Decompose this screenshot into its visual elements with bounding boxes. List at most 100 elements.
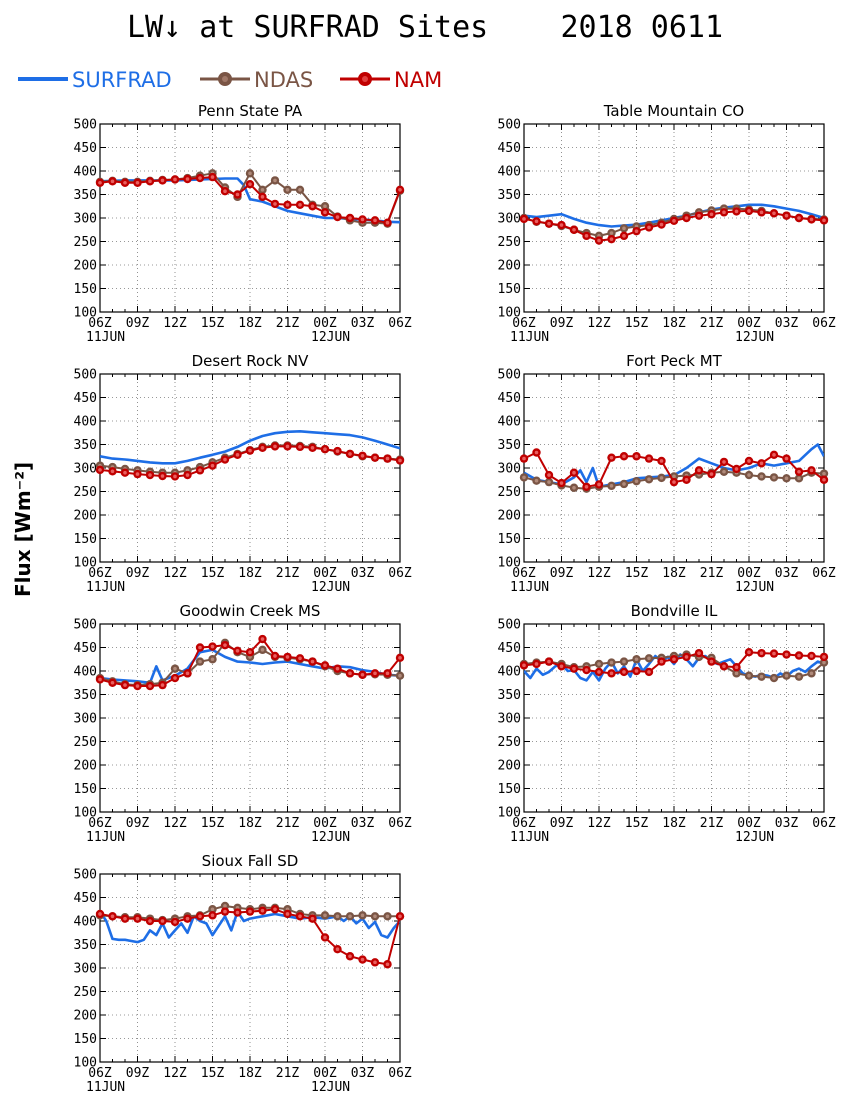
y-tick-label: 100 <box>74 556 97 571</box>
data-point-core <box>522 217 526 221</box>
x-tick-label: 12Z <box>163 1066 187 1081</box>
y-tick-label: 250 <box>74 735 97 750</box>
y-tick-label: 200 <box>74 259 97 274</box>
x-tick-label: 03Z <box>351 816 375 831</box>
y-tick-label: 250 <box>74 485 97 500</box>
data-point-core <box>572 485 576 490</box>
data-point-core <box>734 209 739 214</box>
y-tick-label: 300 <box>498 712 521 727</box>
x-tick-label: 09Z <box>550 316 574 331</box>
data-point-core <box>360 217 365 222</box>
x-tick-label: 09Z <box>126 1066 150 1081</box>
y-tick-label: 450 <box>74 641 97 656</box>
data-point-core <box>709 472 714 476</box>
data-point-core <box>223 457 227 462</box>
x-date-label: 11JUN <box>86 1080 125 1095</box>
data-point-core <box>335 449 340 453</box>
x-tick-label: 12Z <box>163 316 187 331</box>
data-point-core <box>672 657 676 662</box>
data-point-core <box>335 947 340 951</box>
y-tick-label: 400 <box>74 665 97 680</box>
data-point-core <box>310 204 315 209</box>
data-point-core <box>784 673 789 678</box>
x-date-label: 12JUN <box>311 1080 350 1095</box>
x-date-label: 12JUN <box>311 830 350 845</box>
data-point-core <box>373 671 377 676</box>
y-tick-label: 450 <box>74 891 97 906</box>
data-point-core <box>348 216 352 220</box>
data-point-core <box>210 913 215 918</box>
data-point-core <box>822 660 826 665</box>
x-tick-label: 21Z <box>276 1066 300 1081</box>
x-tick-label: 12Z <box>587 816 611 831</box>
data-point-core <box>722 664 726 669</box>
x-date-label: 11JUN <box>510 830 549 845</box>
data-point-core <box>634 479 639 483</box>
data-point-core <box>809 671 814 676</box>
x-date-label: 12JUN <box>735 330 774 345</box>
x-tick-label: 06Z <box>512 316 536 331</box>
data-point-core <box>534 662 539 666</box>
x-tick-label: 03Z <box>775 816 799 831</box>
chart-panel-5: Bondville IL 100 150 200 250 300 350 400 450 500 0… <box>498 602 836 845</box>
data-point-core <box>747 209 751 213</box>
data-point-core <box>173 920 177 924</box>
data-point-core <box>98 468 102 472</box>
data-point-core <box>323 913 327 918</box>
data-point-core <box>634 229 639 233</box>
x-tick-label: 06Z <box>88 316 112 331</box>
data-point-core <box>784 652 789 657</box>
data-point-core <box>634 454 639 459</box>
x-tick-label: 12Z <box>163 566 187 581</box>
legend-item-nam: NAM <box>338 66 458 96</box>
panel-title: Penn State PA <box>198 102 303 120</box>
x-tick-label: 15Z <box>625 566 649 581</box>
y-tick-label: 250 <box>498 235 521 250</box>
y-tick-label: 100 <box>498 556 521 571</box>
x-tick-label: 09Z <box>550 816 574 831</box>
y-tick-label: 100 <box>74 1056 97 1071</box>
data-point-core <box>559 223 564 227</box>
data-point-core <box>148 473 152 477</box>
x-date-label: 12JUN <box>311 330 350 345</box>
panel-title: Desert Rock NV <box>192 352 309 370</box>
data-point-core <box>385 671 390 676</box>
data-point-core <box>609 484 614 488</box>
data-point-core <box>597 482 601 487</box>
data-point-core <box>235 453 240 457</box>
data-point-core <box>98 677 102 682</box>
data-point-core <box>260 445 265 450</box>
data-point-core <box>298 445 302 449</box>
data-point-core <box>622 226 626 231</box>
y-tick-label: 100 <box>74 806 97 821</box>
x-tick-label: 06Z <box>388 1066 412 1081</box>
data-point-core <box>522 456 526 461</box>
data-point-core <box>659 659 664 664</box>
x-tick-label: 12Z <box>587 566 611 581</box>
data-point-core <box>123 683 127 687</box>
data-point-core <box>734 665 739 670</box>
x-tick-label: 09Z <box>126 566 150 581</box>
data-point-core <box>198 645 202 650</box>
y-tick-label: 350 <box>74 188 97 203</box>
y-tick-label: 150 <box>74 532 97 547</box>
y-tick-label: 500 <box>498 368 521 383</box>
data-point-core <box>784 213 789 218</box>
panel-title: Fort Peck MT <box>626 352 722 370</box>
series-line-surfrad <box>100 648 400 685</box>
data-point-core <box>110 914 115 919</box>
data-point-core <box>398 673 402 678</box>
data-point-core <box>323 210 327 215</box>
y-tick-label: 500 <box>74 618 97 633</box>
data-point-core <box>722 460 726 464</box>
data-point-core <box>547 221 551 226</box>
data-point-core <box>360 672 365 677</box>
x-tick-label: 21Z <box>276 816 300 831</box>
chart-panel-4: Goodwin Creek MS 100 150 200 250 300 350 400 450… <box>74 602 412 845</box>
data-point-core <box>772 453 776 457</box>
data-point-core <box>160 683 165 687</box>
data-point-core <box>210 175 215 179</box>
data-point-core <box>173 474 177 479</box>
data-point-core <box>323 204 327 209</box>
data-point-core <box>335 666 340 671</box>
